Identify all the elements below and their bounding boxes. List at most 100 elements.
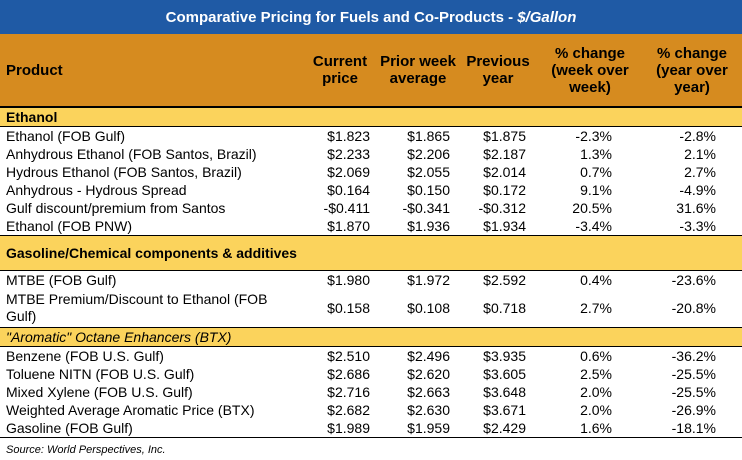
prior-week-cell: $2.630	[407, 401, 450, 418]
prior-week-cell: $2.496	[407, 347, 450, 364]
previous-year-cell: -$0.312	[478, 199, 526, 216]
previous-year-cell: $2.429	[458, 419, 538, 438]
prior-week-cell: $2.206	[407, 145, 450, 162]
table-body: Ethanol Ethanol (FOB Gulf) $1.823 $1.865 $1.…	[0, 106, 742, 438]
previous-year-cell: $3.648	[483, 383, 526, 400]
table-title-unit: $/Gallon	[517, 8, 577, 26]
table-row: Anhydrous - Hydrous Spread $0.164 $0.150 $0…	[0, 181, 742, 199]
current-price-cell: $0.158	[327, 299, 370, 316]
section-header-row: Ethanol	[0, 106, 742, 127]
product-name-cell: Toluene NITN (FOB U.S. Gulf)	[6, 365, 195, 382]
current-price-cell: $2.716	[327, 383, 370, 400]
pct-week-cell: 2.0%	[580, 383, 612, 400]
prior-week-cell: -$0.341	[402, 199, 450, 216]
pct-week-cell: 1.6%	[538, 419, 642, 438]
product-name-cell: Gulf discount/premium from Santos	[6, 199, 226, 216]
source-note: Source: World Perspectives, Inc.	[6, 444, 166, 456]
current-price-cell: $1.823	[327, 127, 370, 144]
pct-week-cell: 0.4%	[580, 271, 612, 288]
pct-year-cell: -26.9%	[671, 401, 716, 418]
pct-week-cell: -2.3%	[575, 127, 612, 144]
previous-year-cell: $1.934	[483, 217, 526, 234]
header-previous-year: Previous year	[458, 34, 538, 108]
current-price-cell: $0.164	[327, 181, 370, 198]
table-row: Hydrous Ethanol (FOB Santos, Brazil) $2.0…	[0, 163, 742, 181]
header-current-price: Current price	[302, 34, 378, 108]
previous-year-cell: $2.014	[483, 163, 526, 180]
pct-week-cell: 0.7%	[580, 163, 612, 180]
current-price-cell: $2.686	[327, 365, 370, 382]
product-name-cell: MTBE Premium/Discount to Ethanol (FOB Gu…	[6, 291, 268, 324]
previous-year-cell: $0.172	[483, 181, 526, 198]
previous-year-cell: $3.935	[483, 347, 526, 364]
table-row: MTBE Premium/Discount to Ethanol (FOB Gu…	[0, 289, 742, 328]
product-name-cell: Benzene (FOB U.S. Gulf)	[6, 347, 164, 364]
product-name-cell: Gasoline (FOB Gulf)	[0, 419, 302, 438]
pct-year-cell: -4.9%	[679, 181, 716, 198]
table-row: Weighted Average Aromatic Price (BTX) $2.…	[0, 401, 742, 419]
previous-year-cell: $2.187	[483, 145, 526, 162]
pct-week-cell: 9.1%	[580, 181, 612, 198]
current-price-cell: $2.510	[327, 347, 370, 364]
prior-week-cell: $2.663	[407, 383, 450, 400]
pct-week-cell: 1.3%	[580, 145, 612, 162]
previous-year-cell: $1.875	[483, 127, 526, 144]
product-name-cell: Ethanol (FOB PNW)	[6, 217, 133, 234]
pct-week-cell: 20.5%	[572, 199, 612, 216]
header-pct-year: % change (year over year)	[642, 34, 742, 108]
previous-year-cell: $0.718	[483, 299, 526, 316]
current-price-cell: $2.233	[327, 145, 370, 162]
pct-year-cell: -18.1%	[642, 419, 742, 438]
section-header-row: "Aromatic" Octane Enhancers (BTX)	[0, 327, 742, 347]
pct-year-cell: -25.5%	[671, 365, 716, 382]
table-row: MTBE (FOB Gulf) $1.980 $1.972 $2.592 0.4% -23…	[0, 271, 742, 290]
prior-week-cell: $1.972	[407, 271, 450, 288]
pct-year-cell: 31.6%	[676, 199, 716, 216]
product-name-cell: MTBE (FOB Gulf)	[6, 271, 117, 288]
prior-week-cell: $0.150	[407, 181, 450, 198]
section-label: Ethanol	[0, 106, 742, 127]
pct-year-cell: -23.6%	[671, 271, 716, 288]
product-name-cell: Mixed Xylene (FOB U.S. Gulf)	[6, 383, 193, 400]
table-row: Anhydrous Ethanol (FOB Santos, Brazil) $2…	[0, 145, 742, 163]
table-row: Toluene NITN (FOB U.S. Gulf) $2.686 $2.620…	[0, 365, 742, 383]
pct-week-cell: 0.6%	[580, 347, 612, 364]
pct-year-cell: 2.1%	[684, 145, 716, 162]
pct-week-cell: -3.4%	[575, 217, 612, 234]
product-name-cell: Anhydrous - Hydrous Spread	[6, 181, 187, 198]
product-name-cell: Weighted Average Aromatic Price (BTX)	[6, 401, 255, 418]
prior-week-cell: $1.936	[407, 217, 450, 234]
previous-year-cell: $3.671	[483, 401, 526, 418]
table-title: Comparative Pricing for Fuels and Co-Pro…	[0, 0, 742, 34]
previous-year-cell: $3.605	[483, 365, 526, 382]
header-pct-week: % change (week over week)	[538, 34, 642, 108]
product-name-cell: Ethanol (FOB Gulf)	[6, 127, 126, 144]
pct-week-cell: 2.7%	[580, 299, 612, 316]
pct-year-cell: 2.7%	[684, 163, 716, 180]
table-row: Benzene (FOB U.S. Gulf) $2.510 $2.496 $3.93…	[0, 347, 742, 366]
table-header: Product Current price Prior week average…	[0, 34, 742, 108]
pct-year-cell: -36.2%	[671, 347, 716, 364]
current-price-cell: $2.069	[327, 163, 370, 180]
prior-week-cell: $2.620	[407, 365, 450, 382]
table-row: Gasoline (FOB Gulf) $1.989 $1.959 $2.429 1.6…	[0, 419, 742, 438]
table-title-text: Comparative Pricing for Fuels and Co-Pro…	[165, 8, 514, 26]
section-label: Gasoline/Chemical components & additives	[0, 235, 742, 271]
table-row: Mixed Xylene (FOB U.S. Gulf) $2.716 $2.663…	[0, 383, 742, 401]
product-name-cell: Anhydrous Ethanol (FOB Santos, Brazil)	[6, 145, 257, 162]
current-price-cell: -$0.411	[323, 199, 370, 216]
current-price-cell: $1.980	[327, 271, 370, 288]
section-header-row: Gasoline/Chemical components & additives	[0, 235, 742, 271]
pct-year-cell: -25.5%	[671, 383, 716, 400]
pct-year-cell: -2.8%	[679, 127, 716, 144]
pct-week-cell: 2.0%	[580, 401, 612, 418]
previous-year-cell: $2.592	[483, 271, 526, 288]
prior-week-cell: $0.108	[407, 299, 450, 316]
prior-week-cell: $1.959	[378, 419, 458, 438]
pct-year-cell: -20.8%	[671, 299, 716, 316]
prior-week-cell: $1.865	[407, 127, 450, 144]
current-price-cell: $1.870	[327, 217, 370, 234]
header-product: Product	[0, 34, 302, 108]
prior-week-cell: $2.055	[407, 163, 450, 180]
